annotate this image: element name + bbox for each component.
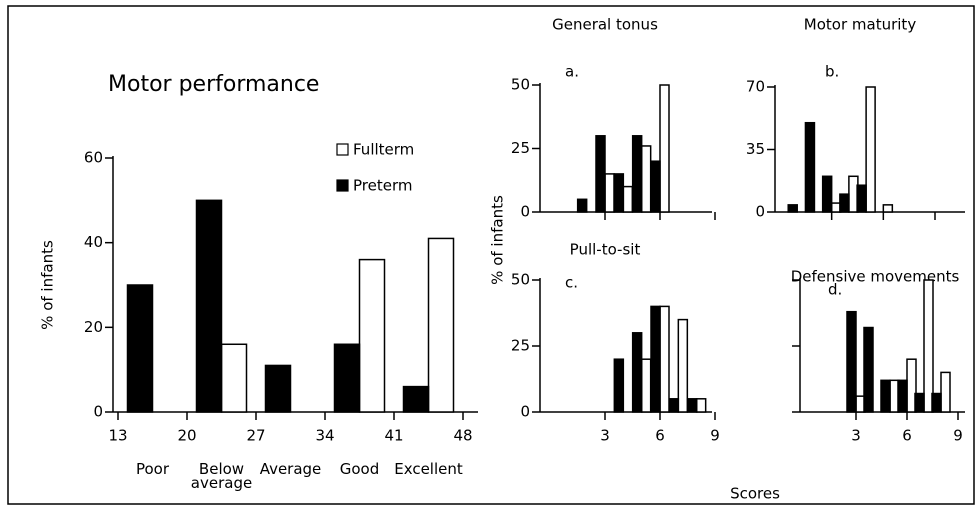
bar — [631, 332, 643, 413]
category-label: Excellent — [394, 460, 463, 478]
y-tick-label: 50 — [511, 76, 530, 94]
frame — [7, 5, 975, 505]
bar — [931, 392, 942, 413]
bar — [613, 358, 625, 413]
y-tick-label: 25 — [511, 337, 530, 355]
y-tick-label: 0 — [93, 403, 103, 421]
bar — [787, 204, 798, 213]
bar — [576, 198, 588, 213]
chart-title: General tonus — [552, 16, 658, 34]
panel-label: c. — [565, 274, 578, 292]
chart-title: Pull-to-sit — [570, 241, 641, 259]
bar — [358, 258, 386, 413]
bar — [880, 379, 891, 413]
y-tick-label: 50 — [511, 271, 530, 289]
bar — [804, 121, 816, 213]
bar — [333, 343, 361, 413]
bar — [640, 358, 652, 413]
y-tick-label: 0 — [520, 203, 530, 221]
bar — [220, 343, 248, 413]
bar — [595, 135, 606, 213]
bar — [622, 185, 634, 213]
x-tick-label: 9 — [710, 427, 720, 445]
bar — [695, 398, 707, 413]
bar — [427, 237, 455, 413]
bar — [923, 279, 934, 413]
legend-swatch — [336, 179, 349, 192]
y-tick-label: 0 — [520, 403, 530, 421]
bar — [863, 326, 874, 413]
bar — [668, 398, 680, 413]
chart-title: Defensive movements — [791, 268, 960, 286]
y-axis-label: % of infants — [39, 240, 57, 330]
x-tick-label: 20 — [177, 427, 196, 445]
bar — [940, 371, 951, 413]
bar — [686, 398, 698, 413]
bar — [865, 86, 876, 213]
category-label: Average — [259, 460, 322, 478]
x-tick-label: 9 — [953, 427, 963, 445]
bar — [677, 318, 689, 413]
shared-y-label: % of infants — [489, 195, 507, 285]
shared-x-label: Scores — [730, 485, 780, 503]
panel-label: a. — [565, 63, 579, 81]
bar — [856, 184, 867, 213]
legend-label: Preterm — [353, 177, 412, 195]
bar — [839, 193, 850, 213]
bar — [195, 199, 223, 413]
category-label: Below average — [190, 460, 253, 492]
bar — [631, 135, 643, 213]
y-tick-label: 0 — [755, 203, 765, 221]
chart-title: Motor performance — [108, 72, 319, 97]
x-tick-label: 41 — [384, 427, 403, 445]
panel-label: d. — [828, 281, 842, 299]
bar — [897, 379, 908, 413]
x-tick-label: 13 — [108, 427, 127, 445]
panel-label: b. — [825, 63, 839, 81]
x-tick-label: 6 — [902, 427, 912, 445]
bar — [613, 173, 625, 213]
category-label: Poor — [135, 460, 170, 478]
bar — [821, 175, 833, 213]
bar — [914, 392, 925, 413]
y-tick-label: 35 — [746, 140, 765, 158]
y-tick-label: 60 — [84, 149, 103, 167]
legend-label: Fullterm — [353, 141, 414, 159]
bar — [402, 385, 430, 413]
bar — [264, 364, 292, 413]
legend-swatch — [336, 143, 349, 156]
bar — [650, 160, 661, 213]
x-tick-label: 6 — [655, 427, 665, 445]
bar — [846, 310, 857, 413]
x-tick-label: 34 — [315, 427, 334, 445]
chart-title: Motor maturity — [804, 16, 917, 34]
y-tick-label: 70 — [746, 78, 765, 96]
bar — [640, 145, 652, 213]
x-tick-label: 3 — [600, 427, 610, 445]
y-tick-label: 25 — [511, 139, 530, 157]
bar — [882, 204, 894, 213]
bar — [659, 305, 670, 413]
bar — [126, 284, 154, 413]
bar — [650, 305, 661, 413]
bar — [604, 173, 615, 213]
y-tick-label: 20 — [84, 318, 103, 336]
x-tick-label: 27 — [246, 427, 265, 445]
x-tick-label: 3 — [851, 427, 861, 445]
category-label: Good — [339, 460, 380, 478]
y-tick-label: 40 — [84, 233, 103, 251]
bar — [659, 84, 670, 213]
x-tick-label: 48 — [453, 427, 472, 445]
